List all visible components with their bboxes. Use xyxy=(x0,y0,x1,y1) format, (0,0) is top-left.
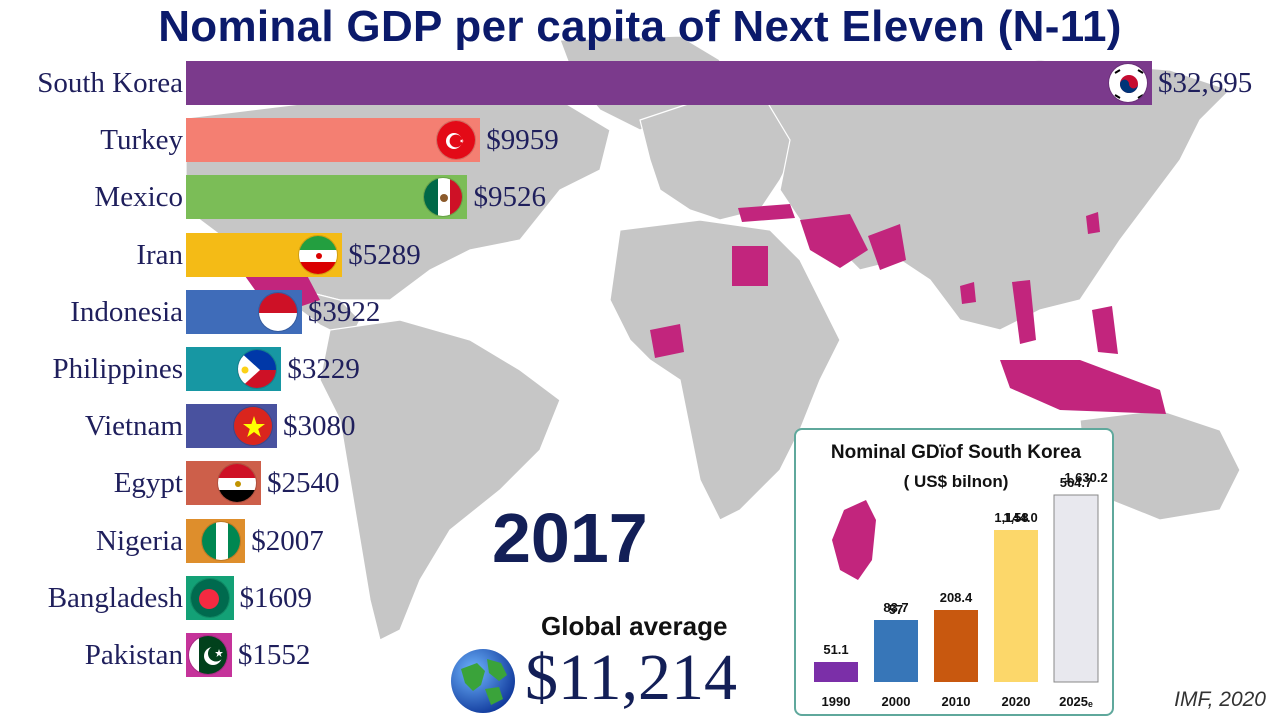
bar xyxy=(186,347,282,391)
africa-landmass xyxy=(609,219,841,521)
inset-bar xyxy=(874,620,918,682)
category-label: Philippines xyxy=(52,353,183,385)
inset-category-label: 1990 xyxy=(822,694,851,709)
south-america-landmass xyxy=(319,319,561,641)
south-korea-flag-icon xyxy=(1108,63,1148,103)
value-label: $1609 xyxy=(239,581,313,614)
inset-value-label: 51.1 xyxy=(823,642,848,657)
category-label: Pakistan xyxy=(84,639,183,671)
inset-extra-label: 1,58 xyxy=(1003,510,1028,525)
inset-value-label: 208.4 xyxy=(940,590,973,605)
category-label: Nigeria xyxy=(96,524,183,557)
egypt-flag-icon xyxy=(217,463,258,504)
highlight-philippines xyxy=(1092,306,1118,354)
inset-extra-label: 57 xyxy=(889,602,903,617)
highlight-iran xyxy=(800,214,868,268)
category-label: Vietnam xyxy=(84,410,183,443)
category-label: Iran xyxy=(136,238,183,271)
turkey-flag-icon xyxy=(436,120,477,161)
category-label: South Korea xyxy=(37,67,183,99)
highlight-pakistan xyxy=(868,224,906,270)
bar xyxy=(186,575,234,620)
indonesia-flag-icon xyxy=(257,291,298,332)
category-label: Egypt xyxy=(113,467,183,500)
highlight-turkey xyxy=(738,204,795,222)
inset-bar xyxy=(814,662,858,682)
globe-icon xyxy=(451,649,515,713)
iran-flag-icon xyxy=(298,234,339,275)
inset-chart-title: Nominal GDïof South Korea xyxy=(830,442,1082,463)
value-label: $2540 xyxy=(267,467,340,500)
inset-extra-label: 1,630.2 xyxy=(1064,470,1107,485)
inset-value-label: 564.7 xyxy=(1060,475,1093,490)
highlight-egypt xyxy=(732,246,768,286)
inset-bar xyxy=(1053,494,1099,683)
highlight-south-korea xyxy=(1086,212,1100,234)
value-label: $2007 xyxy=(251,524,324,557)
value-label: $5289 xyxy=(348,238,421,271)
inset-category-label: 2010 xyxy=(942,694,971,709)
category-label: Bangladesh xyxy=(47,581,183,614)
vietnam-flag-icon xyxy=(233,406,273,447)
bar xyxy=(186,175,468,220)
value-label: $32,695 xyxy=(1158,67,1253,99)
global-average-label: Global average xyxy=(541,611,728,641)
inset-chart-panel: Nominal GDïof South Korea ( US$ bilnon) … xyxy=(794,428,1114,716)
korea-map-icon xyxy=(832,500,876,580)
inset-value-label: 1,144.0 xyxy=(994,510,1037,525)
bar xyxy=(186,232,343,277)
category-label: Turkey xyxy=(100,124,183,157)
bar xyxy=(186,518,246,563)
inset-value-label: 83.7 xyxy=(883,600,908,615)
inset-chart-subtitle: ( US$ bilnon) xyxy=(903,472,1009,491)
value-label: $9959 xyxy=(486,124,559,157)
inset-chart-plot: 51.1 1990 83.7 2000 208.4 2010 1,144.0 2020 564.… xyxy=(814,470,1108,709)
bar xyxy=(186,289,302,334)
inset-bar xyxy=(994,530,1038,682)
global-average-value: $11,214 xyxy=(525,641,738,714)
nigeria-flag-icon xyxy=(201,520,242,561)
source-credit: IMF, 2020 xyxy=(1174,688,1266,711)
bar xyxy=(186,61,1152,105)
category-label: Mexico xyxy=(94,181,183,214)
philippines-flag-icon xyxy=(237,349,278,389)
highlight-bangladesh xyxy=(960,282,976,304)
mexico-flag-icon xyxy=(423,177,464,218)
inset-category-label: 2000 xyxy=(882,694,911,709)
chart-title: Nominal GDP per capita of Next Eleven (N… xyxy=(158,2,1122,51)
pakistan-flag-icon xyxy=(187,635,228,675)
value-label: $3229 xyxy=(287,353,360,385)
bangladesh-flag-icon xyxy=(189,577,230,618)
highlight-indonesia xyxy=(1000,360,1166,414)
value-label: $3080 xyxy=(283,410,356,443)
bar xyxy=(186,633,232,677)
bar xyxy=(186,461,262,506)
highlight-vietnam xyxy=(1012,280,1036,344)
value-label: $9526 xyxy=(473,181,546,214)
inset-bar xyxy=(934,610,978,682)
year-label: 2017 xyxy=(492,499,648,577)
inset-category-label: 2025ₑ xyxy=(1059,694,1093,709)
bar xyxy=(186,404,277,449)
highlight-nigeria xyxy=(650,324,684,358)
value-label: $1552 xyxy=(237,639,311,671)
inset-category-label: 2020 xyxy=(1002,694,1031,709)
category-label: Indonesia xyxy=(70,295,183,328)
bar xyxy=(186,118,481,163)
value-label: $3922 xyxy=(307,295,381,328)
